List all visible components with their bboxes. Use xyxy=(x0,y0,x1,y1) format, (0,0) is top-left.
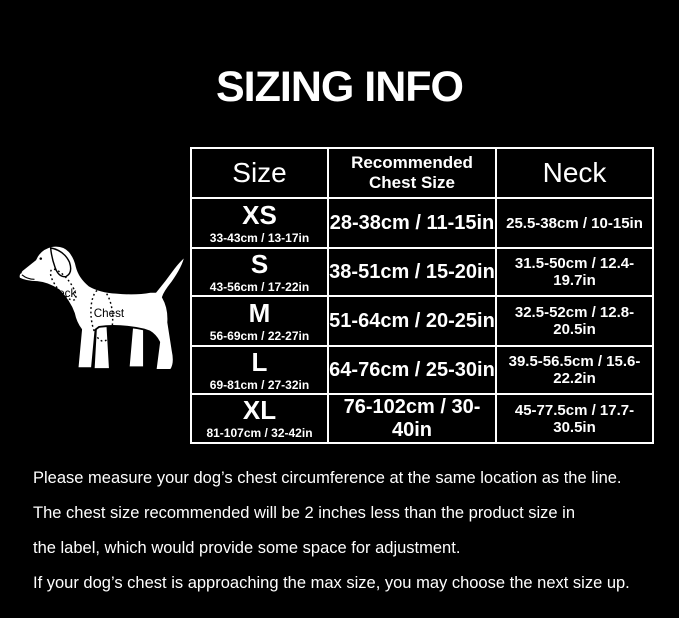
dog-mouth xyxy=(21,274,35,280)
table-row-xl-neck: 45-77.5cm / 17.7-30.5in xyxy=(497,395,652,442)
table-row-xs-neck: 25.5-38cm / 10-15in xyxy=(497,199,652,249)
size-label: M xyxy=(248,297,271,328)
size-label: S xyxy=(250,249,269,279)
header-neck: Neck xyxy=(497,149,652,199)
measurement-notes: Please measure your dog’s chest circumfe… xyxy=(33,461,630,601)
neck-value: 32.5-52cm / 12.8-20.5in xyxy=(514,304,635,338)
dog-nose xyxy=(18,270,22,274)
size-detail: 69-81cm / 27-32in xyxy=(209,377,310,392)
table-row-l-size: L 69-81cm / 27-32in xyxy=(192,347,329,395)
size-label: L xyxy=(251,347,268,377)
note-line-4: If your dog’s chest is approaching the m… xyxy=(33,574,630,592)
size-detail: 56-69cm / 22-27in xyxy=(209,328,310,343)
table-row-m-chest: 51-64cm / 20-25in xyxy=(329,297,497,347)
table-row-xl-size: XL 81-107cm / 32-42in xyxy=(192,395,329,442)
table-row-xs-chest: 28-38cm / 11-15in xyxy=(329,199,497,249)
header-neck-label: Neck xyxy=(542,157,607,188)
chest-value: 51-64cm / 20-25in xyxy=(329,309,495,332)
table-row-m-size: M 56-69cm / 22-27in xyxy=(192,297,329,347)
table-row-s-chest: 38-51cm / 15-20in xyxy=(329,249,497,297)
neck-value: 31.5-50cm / 12.4-19.7in xyxy=(514,255,635,289)
size-label: XL xyxy=(242,395,277,425)
header-size: Size xyxy=(192,149,329,199)
chest-value: 64-76cm / 25-30in xyxy=(329,358,495,381)
size-detail: 33-43cm / 13-17in xyxy=(209,230,310,245)
table-row-s-size: S 43-56cm / 17-22in xyxy=(192,249,329,297)
table-row-xl-chest: 76-102cm / 30-40in xyxy=(329,395,497,442)
header-chest-label: Recommended Chest Size xyxy=(351,152,473,192)
neck-measure-line xyxy=(49,268,77,301)
note-line-3: the label, which would provide some spac… xyxy=(33,539,461,557)
table-row-s-neck: 31.5-50cm / 12.4-19.7in xyxy=(497,249,652,297)
header-size-label: Size xyxy=(232,157,287,188)
chest-value: 76-102cm / 30-40in xyxy=(343,395,481,441)
sizing-table: Size Recommended Chest Size Neck XS 33-4… xyxy=(190,147,654,444)
table-row-m-neck: 32.5-52cm / 12.8-20.5in xyxy=(497,297,652,347)
note-line-2: The chest size recommended will be 2 inc… xyxy=(33,504,576,522)
note-line-1: Please measure your dog’s chest circumfe… xyxy=(33,469,622,487)
dog-far-rear-leg xyxy=(127,324,145,369)
neck-value: 45-77.5cm / 17.7-30.5in xyxy=(514,401,635,436)
size-detail: 81-107cm / 32-42in xyxy=(206,426,313,440)
dog-eye xyxy=(39,257,43,260)
neck-label: Neck xyxy=(50,287,77,300)
chest-label: Chest xyxy=(94,307,125,320)
size-detail: 43-56cm / 17-22in xyxy=(209,279,310,294)
table-row-l-neck: 39.5-56.5cm / 15.6-22.2in xyxy=(497,347,652,395)
dog-body xyxy=(17,244,187,371)
dog-diagram: Neck Chest xyxy=(10,238,190,378)
header-chest: Recommended Chest Size xyxy=(329,149,497,199)
neck-value: 39.5-56.5cm / 15.6-22.2in xyxy=(508,353,641,387)
size-label: XS xyxy=(242,199,277,230)
page-title: SIZING INFO xyxy=(216,62,464,111)
dog-illustration: Neck Chest xyxy=(17,244,187,371)
table-row-xs-size: XS 33-43cm / 13-17in xyxy=(192,199,329,249)
chest-value: 28-38cm / 11-15in xyxy=(329,211,495,234)
table-row-l-chest: 64-76cm / 25-30in xyxy=(329,347,497,395)
chest-value: 38-51cm / 15-20in xyxy=(329,260,495,283)
neck-value: 25.5-38cm / 10-15in xyxy=(506,214,643,232)
